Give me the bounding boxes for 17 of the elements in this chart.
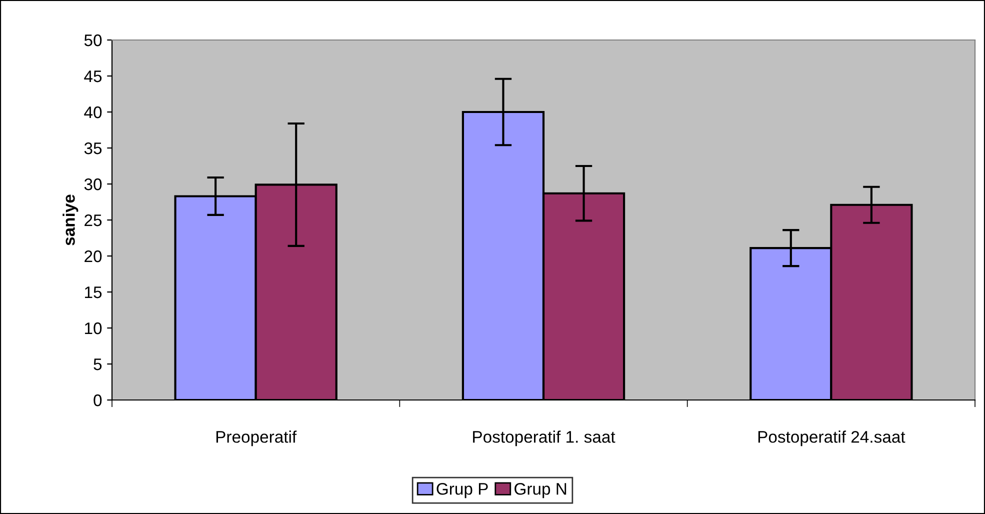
y-tick-label: 0 xyxy=(94,394,102,406)
x-tick-label: Preoperatif xyxy=(216,430,297,446)
y-tick-label: 5 xyxy=(94,358,102,370)
legend-label: Grup P xyxy=(436,483,488,498)
y-axis-title: saniye xyxy=(62,194,78,246)
x-tick-label: Postoperatif 1. saat xyxy=(473,430,616,446)
y-tick-label: 45 xyxy=(84,70,102,82)
y-tick-label: 50 xyxy=(84,34,102,46)
y-tick-label: 25 xyxy=(84,214,102,226)
y-tick-label: 35 xyxy=(84,142,102,154)
x-tick-label: Postoperatif 24.saat xyxy=(758,430,906,446)
y-tick-label: 20 xyxy=(84,250,102,262)
y-tick-label: 30 xyxy=(84,178,102,190)
y-tick-label: 15 xyxy=(85,286,102,298)
y-tick-label: 40 xyxy=(84,106,102,118)
y-tick-label: 10 xyxy=(85,322,102,334)
legend-label: Grup N xyxy=(514,483,566,498)
